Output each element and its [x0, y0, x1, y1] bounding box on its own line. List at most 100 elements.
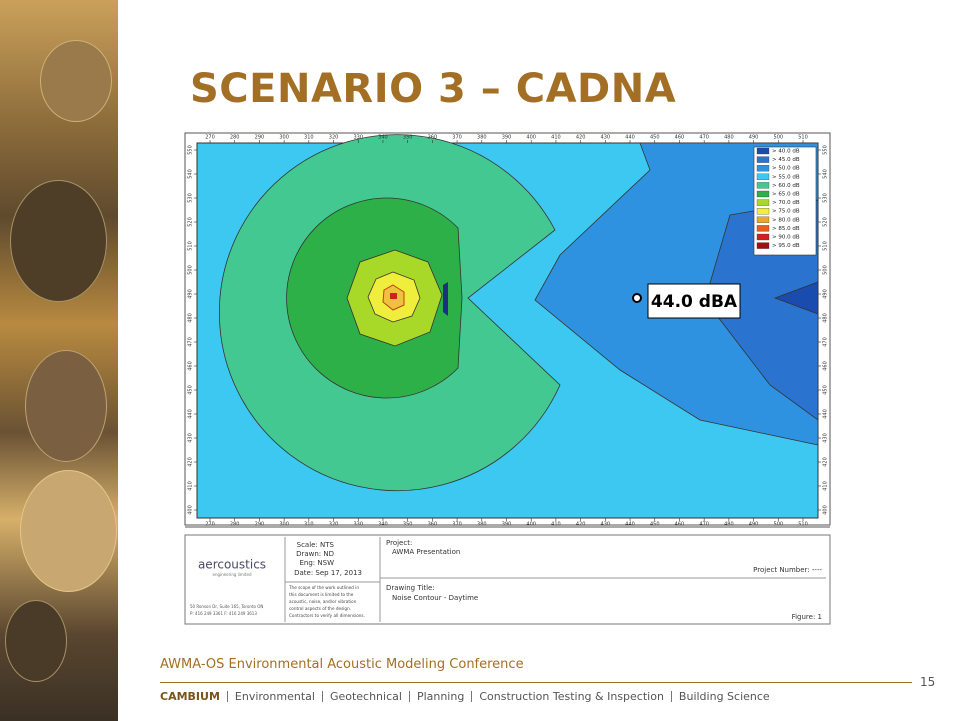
- y-tick-label: 450: [823, 385, 829, 395]
- x-tick-label: 480: [724, 135, 734, 141]
- y-tick-label: 430: [188, 433, 194, 443]
- x-tick-label: 470: [699, 135, 709, 141]
- x-tick-label: 490: [749, 135, 759, 141]
- x-tick-label: 390: [502, 135, 512, 141]
- y-tick-label: 410: [823, 481, 829, 491]
- x-tick-label: 400: [526, 135, 536, 141]
- x-tick-label: 330: [353, 135, 363, 141]
- x-tick-label: 290: [255, 135, 265, 141]
- legend-label: > 70.0 dB: [772, 200, 800, 206]
- drawn: Drawn: ND: [296, 550, 334, 558]
- x-tick-label: 310: [304, 135, 314, 141]
- x-tick-label: 500: [774, 135, 784, 141]
- legend-label: > 65.0 dB: [772, 192, 800, 198]
- y-tick-label: 490: [823, 289, 829, 299]
- legend-swatch: [757, 243, 769, 249]
- y-tick-label: 420: [823, 457, 829, 467]
- y-tick-label: 400: [188, 505, 194, 515]
- x-tick-label: 320: [329, 135, 339, 141]
- legend-swatch: [757, 217, 769, 223]
- x-tick-label: 420: [576, 135, 586, 141]
- scale: Scale: NTS: [297, 541, 335, 549]
- x-tick-label: 410: [551, 135, 561, 141]
- x-tick-label: 350: [403, 135, 413, 141]
- y-tick-label: 430: [823, 433, 829, 443]
- eng: Eng: NSW: [300, 559, 335, 567]
- y-tick-label: 480: [823, 313, 829, 323]
- company-logo: aercoustics: [198, 558, 266, 572]
- company: CAMBIUM: [160, 690, 220, 703]
- legend-label: > 75.0 dB: [772, 209, 800, 215]
- conference: AWMA-OS Environmental Acoustic Modeling …: [160, 657, 524, 672]
- date: Date: Sep 17, 2013: [294, 569, 362, 577]
- service: Building Science: [679, 690, 770, 703]
- legend-label: > 40.0 dB: [772, 149, 800, 155]
- drawing-title-label: Drawing Title:: [386, 584, 435, 592]
- y-tick-label: 450: [188, 385, 194, 395]
- slide: SCENARIO 3 – CADNA 44.0 dBA > 40.0 dB> 4…: [0, 0, 960, 721]
- note-line: control aspects of the design.: [289, 606, 351, 611]
- separator: [322, 691, 323, 702]
- legend-swatch: [757, 234, 769, 240]
- legend-swatch: [757, 182, 769, 188]
- project-label: Project:: [386, 539, 412, 547]
- y-tick-label: 500: [188, 265, 194, 275]
- legend-label: > 90.0 dB: [772, 235, 800, 241]
- legend-swatch: [757, 148, 769, 154]
- y-tick-label: 520: [823, 217, 829, 227]
- y-tick-label: 420: [188, 457, 194, 467]
- x-tick-label: 430: [601, 135, 611, 141]
- drawing-title: Noise Contour - Daytime: [392, 594, 478, 602]
- x-tick-label: 450: [650, 135, 660, 141]
- annotation: 44.0 dBA: [651, 292, 738, 312]
- barrier: [443, 282, 448, 316]
- legend-swatch: [757, 225, 769, 231]
- legend-label: > 45.0 dB: [772, 157, 800, 163]
- x-tick-label: 440: [625, 135, 635, 141]
- address: 50 Ronson Dr, Suite 165, Toronto ON: [190, 604, 263, 609]
- y-tick-label: 510: [823, 241, 829, 251]
- y-tick-label: 520: [188, 217, 194, 227]
- figure: Figure: 1: [792, 613, 822, 621]
- legend-label: > 85.0 dB: [772, 226, 800, 232]
- x-tick-label: 340: [378, 135, 388, 141]
- project: AWMA Presentation: [392, 548, 460, 556]
- x-tick-label: 380: [477, 135, 487, 141]
- note-line: this document is limited to the: [289, 592, 354, 597]
- x-tick-label: 460: [675, 135, 685, 141]
- separator: [409, 691, 410, 702]
- y-tick-label: 530: [823, 193, 829, 203]
- service: Planning: [417, 690, 464, 703]
- legend-label: > 60.0 dB: [772, 183, 800, 189]
- x-tick-label: 510: [798, 135, 808, 141]
- phone: P: 416 249 3361 F: 416 249 3613: [190, 611, 257, 616]
- separator: [471, 691, 472, 702]
- legend-swatch: [757, 157, 769, 163]
- footer-rule: [160, 682, 912, 683]
- y-tick-label: 550: [188, 145, 194, 155]
- y-tick-label: 540: [188, 169, 194, 179]
- x-tick-label: 300: [279, 135, 289, 141]
- note-line: Contractors to verify all dimensions.: [289, 613, 365, 618]
- legend-label: > 50.0 dB: [772, 166, 800, 172]
- y-tick-label: 490: [188, 289, 194, 299]
- service: Environmental: [235, 690, 315, 703]
- y-tick-label: 410: [188, 481, 194, 491]
- note-line: acoustic, noise, and/or vibration: [289, 599, 357, 604]
- note-line: The scope of the work outlined in: [288, 585, 359, 590]
- y-tick-label: 470: [188, 337, 194, 347]
- y-tick-label: 480: [188, 313, 194, 323]
- legend-label: > 80.0 dB: [772, 217, 800, 223]
- legend-swatch: [757, 191, 769, 197]
- separator: [227, 691, 228, 702]
- y-tick-label: 460: [823, 361, 829, 371]
- company-sub: engineering limited: [212, 572, 251, 577]
- y-tick-label: 510: [188, 241, 194, 251]
- separator: [671, 691, 672, 702]
- x-tick-label: 370: [452, 135, 462, 141]
- y-tick-label: 460: [188, 361, 194, 371]
- legend-label: > 55.0 dB: [772, 174, 800, 180]
- source: [390, 293, 397, 299]
- page-number: 15: [920, 675, 935, 689]
